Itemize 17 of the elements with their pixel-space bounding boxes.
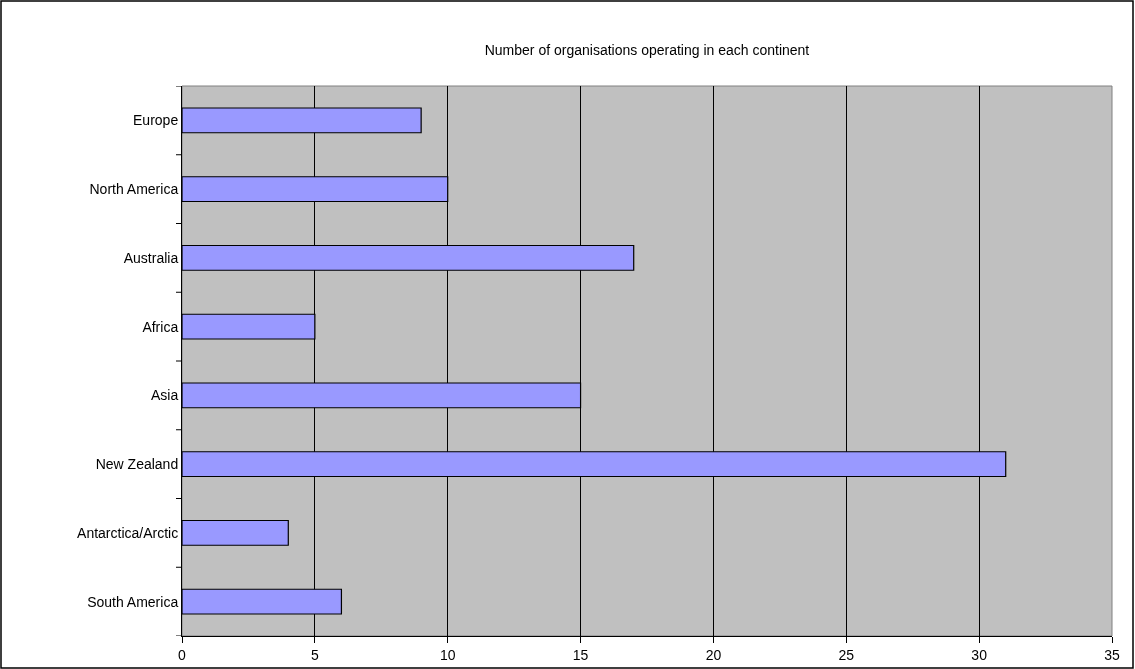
y-tick-label: Asia <box>150 387 179 404</box>
y-tick-label: North America <box>89 181 179 198</box>
x-tick-label: 35 <box>1104 646 1120 663</box>
x-tick-label: 5 <box>310 646 319 663</box>
chart-title: Number of organisations operating in each continent <box>484 41 810 58</box>
x-tick-label: 25 <box>838 646 855 663</box>
x-tick-label: 15 <box>572 646 589 663</box>
y-tick-label: Antarctica/Arctic <box>77 524 179 541</box>
x-tick-label: 10 <box>439 646 456 663</box>
x-tick-label: 30 <box>971 646 988 663</box>
x-tick-label: 0 <box>178 646 187 663</box>
y-tick-label: Australia <box>123 249 179 266</box>
x-tick-label: 20 <box>705 646 722 663</box>
y-tick-label: Africa <box>142 318 179 335</box>
y-tick-label: Europe <box>133 112 179 129</box>
y-tick-label: New Zealand <box>95 456 179 473</box>
y-tick-label: South America <box>87 593 179 610</box>
